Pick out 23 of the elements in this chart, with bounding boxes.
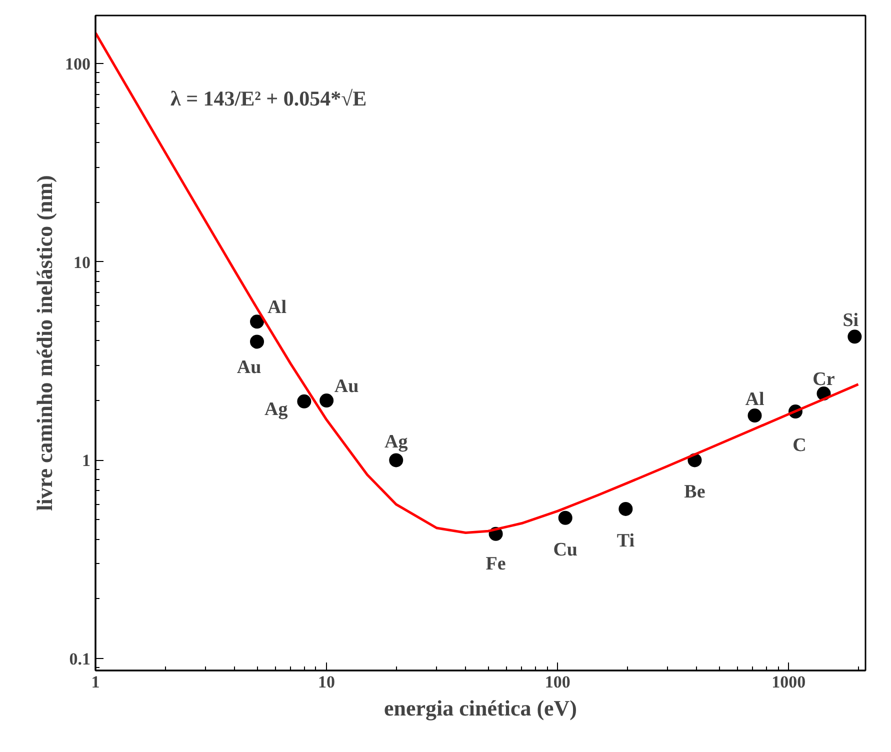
- annotation: C: [792, 435, 806, 456]
- y-tick-label: 1: [82, 451, 90, 470]
- annotation: Au: [236, 357, 262, 378]
- y-tick-label: 0.1: [69, 650, 90, 669]
- annotation: λ = 143/E² + 0.054*√E: [170, 86, 367, 110]
- annotation: Be: [684, 482, 706, 503]
- annotation: Al: [745, 389, 764, 410]
- x-axis-title: energia cinética (eV): [384, 696, 578, 720]
- annotation: Cu: [553, 539, 578, 560]
- x-tick-label: 1000: [772, 672, 806, 692]
- annotation: Fe: [486, 553, 506, 574]
- y-axis-title: livre caminho médio inelástico (nm): [32, 175, 57, 511]
- annotation: Cr: [812, 369, 836, 390]
- annotation: Ag: [384, 432, 408, 453]
- annotation: Ag: [264, 398, 288, 420]
- annotation: Ti: [616, 530, 634, 552]
- annotation: Si: [842, 310, 859, 332]
- y-tick-label: 10: [74, 252, 90, 272]
- x-tick-label: 100: [544, 672, 570, 692]
- annotation: Au: [334, 376, 360, 398]
- x-tick-label: 10: [318, 672, 336, 692]
- annotation: Al: [268, 297, 287, 318]
- y-tick-label: 100: [65, 54, 90, 74]
